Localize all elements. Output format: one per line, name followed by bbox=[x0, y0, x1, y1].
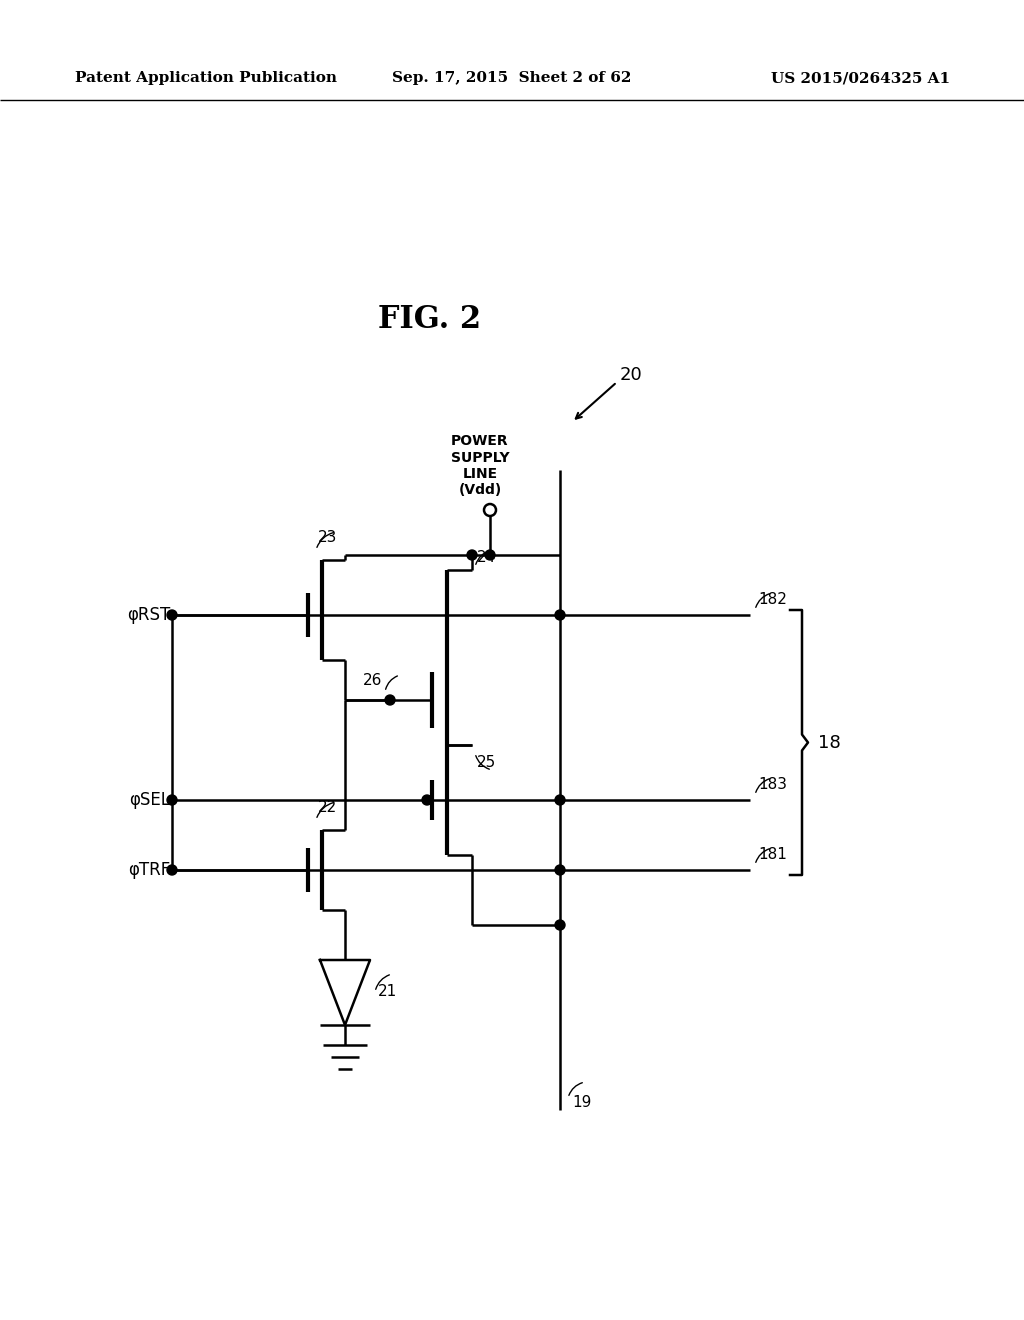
Text: 18: 18 bbox=[818, 734, 841, 751]
Text: 20: 20 bbox=[620, 366, 643, 384]
Text: φRST: φRST bbox=[127, 606, 170, 624]
Text: 25: 25 bbox=[477, 755, 497, 770]
Text: 23: 23 bbox=[318, 531, 337, 545]
Circle shape bbox=[385, 696, 395, 705]
Circle shape bbox=[485, 550, 495, 560]
Circle shape bbox=[167, 610, 177, 620]
Circle shape bbox=[484, 504, 496, 516]
Circle shape bbox=[467, 550, 477, 560]
Text: 22: 22 bbox=[318, 800, 337, 814]
Text: 181: 181 bbox=[758, 847, 786, 862]
Text: 19: 19 bbox=[572, 1096, 592, 1110]
Circle shape bbox=[555, 920, 565, 931]
Circle shape bbox=[422, 795, 432, 805]
Text: 182: 182 bbox=[758, 591, 786, 607]
Circle shape bbox=[555, 610, 565, 620]
Circle shape bbox=[167, 795, 177, 805]
Circle shape bbox=[555, 865, 565, 875]
Circle shape bbox=[167, 865, 177, 875]
Text: FIG. 2: FIG. 2 bbox=[379, 305, 481, 335]
Text: φSEL: φSEL bbox=[129, 791, 170, 809]
Text: US 2015/0264325 A1: US 2015/0264325 A1 bbox=[771, 71, 950, 84]
Text: 26: 26 bbox=[362, 673, 382, 688]
Text: POWER
SUPPLY
LINE
(Vdd): POWER SUPPLY LINE (Vdd) bbox=[451, 434, 509, 498]
Polygon shape bbox=[319, 960, 370, 1026]
Text: Sep. 17, 2015  Sheet 2 of 62: Sep. 17, 2015 Sheet 2 of 62 bbox=[392, 71, 632, 84]
Text: 21: 21 bbox=[378, 985, 397, 999]
Text: φTRF: φTRF bbox=[128, 861, 170, 879]
Text: 183: 183 bbox=[758, 777, 787, 792]
Text: Patent Application Publication: Patent Application Publication bbox=[75, 71, 337, 84]
Text: 24: 24 bbox=[477, 550, 497, 565]
Circle shape bbox=[555, 795, 565, 805]
